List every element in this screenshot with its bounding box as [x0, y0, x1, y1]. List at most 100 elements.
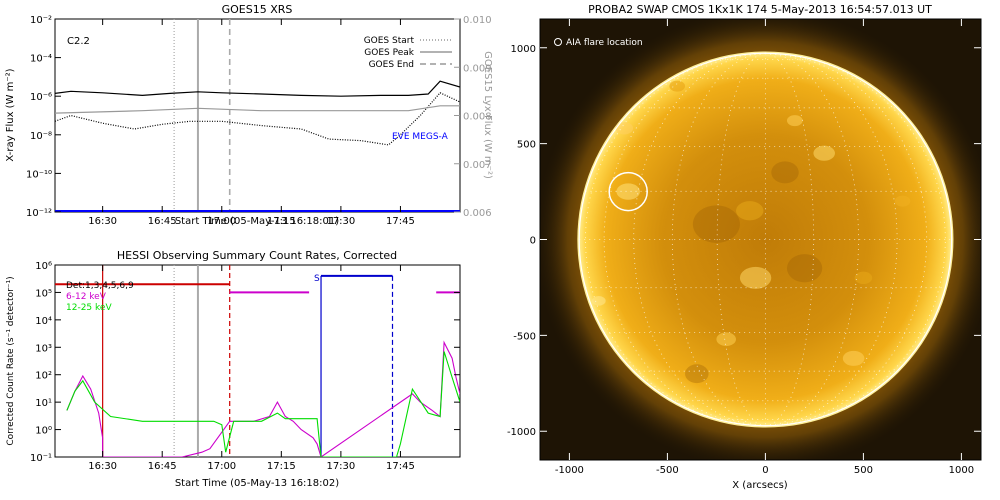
hessi-plot-area	[55, 265, 460, 457]
goes-title: GOES15 XRS	[222, 3, 293, 16]
hessi-ytick-label: 10⁴	[35, 316, 52, 327]
hessi-ytick-label: 10⁵	[35, 288, 52, 299]
goes-xlabel: Start Time (05-May-13 16:18:01)	[175, 216, 339, 227]
flare-legend-label: AIA flare location	[566, 38, 643, 48]
active-region	[786, 115, 803, 127]
active-region	[854, 271, 873, 285]
goes-rtick-label: 0.008	[463, 112, 492, 123]
goes-xtick-label: 17:00	[207, 216, 236, 227]
heliographic-grid	[579, 52, 952, 427]
hessi-ytick-label: 10⁻¹	[30, 453, 52, 464]
hessi-xtick-label: 17:15	[267, 461, 296, 472]
hessi-title: HESSI Observing Summary Count Rates, Cor…	[117, 249, 397, 262]
hessi-ylabel: Corrected Count Rate (s⁻¹ detector⁻¹)	[6, 276, 16, 445]
goes-series-long	[55, 80, 460, 97]
swap-xlabel: X (arcsecs)	[732, 480, 788, 491]
longitude-line	[716, 52, 766, 427]
hessi-axes: 16:30 16:45 17:00 17:15 17:30 17:45 10⁻¹ 10⁰ 10¹…	[30, 261, 460, 472]
hessi-saa-label: S	[314, 274, 320, 284]
coronal-hole	[685, 364, 709, 384]
swap-ytick-label: -1000	[507, 427, 536, 438]
goes-xrs-panel: GOES15 XRS 16:30 16:45 17:00 17:15 17:30 17:4…	[5, 3, 493, 227]
active-region	[615, 122, 634, 135]
swap-xtick-label: -1000	[555, 465, 584, 476]
goes-axes: 16:30 16:45 17:00 17:15 17:30 17:45 10⁻¹² 10⁻¹⁰…	[26, 15, 492, 227]
swap-ytick-label: -500	[513, 331, 536, 342]
longitude-line	[633, 52, 766, 427]
swap-xtick-label: 1000	[949, 465, 974, 476]
goes-ylabel-right: GOES15 Lyx Flux (W m⁻²)	[482, 51, 493, 179]
goes-ytick-label: 10⁻⁴	[30, 54, 52, 65]
goes-legend-label: GOES Peak	[364, 48, 414, 58]
hessi-plot-frame	[54, 264, 461, 458]
hessi-legend-label: Det:1,3,4,5,6,9	[66, 281, 134, 291]
goes-rtick-label: 0.006	[463, 208, 492, 219]
solar-limb-circle	[578, 52, 953, 427]
goes-plot-area	[55, 19, 460, 212]
hessi-xtick-label: 17:45	[386, 461, 415, 472]
flare-marker-circle	[608, 171, 648, 212]
hessi-legend-label: 6-12 keV	[66, 292, 107, 302]
swap-ytick-label: 0	[530, 236, 536, 247]
longitude-line	[765, 52, 859, 427]
goes-ylabel: X-ray Flux (W m⁻²)	[5, 68, 16, 161]
hessi-panel: HESSI Observing Summary Count Rates, Cor…	[6, 249, 461, 489]
goes-xtick-label: 16:45	[148, 216, 177, 227]
swap-image: AIA flare location	[540, 19, 981, 460]
goes-series-lyman	[55, 105, 460, 114]
hessi-legend-label: 12-25 keV	[66, 303, 112, 313]
goes-legend: GOES Start GOES Peak GOES End	[364, 36, 452, 70]
goes-xtick-label: 17:30	[326, 216, 355, 227]
active-region	[739, 266, 772, 289]
hessi-ytick-label: 10⁰	[35, 426, 52, 437]
hessi-xtick-label: 17:30	[326, 461, 355, 472]
hessi-xtick-label: 16:45	[148, 461, 177, 472]
coronal-hole	[771, 161, 799, 184]
goes-ytick-label: 10⁻⁶	[30, 92, 52, 103]
hessi-xlabel: Start Time (05-May-13 16:18:02)	[175, 478, 339, 489]
goes-legend-label: GOES Start	[364, 36, 415, 46]
active-region	[842, 350, 865, 366]
swap-xtick-label: 500	[854, 465, 873, 476]
goes-ytick-label: 10⁻²	[30, 15, 52, 26]
swap-xtick-label: 0	[762, 465, 768, 476]
goes-legend-label: GOES End	[369, 60, 414, 70]
longitude-line	[671, 52, 766, 427]
sun-disk-image	[540, 19, 981, 460]
flare-legend-marker	[554, 38, 562, 46]
goes-ytick-label: 10⁻¹²	[26, 208, 52, 219]
hessi-ytick-label: 10²	[35, 371, 52, 382]
hessi-xtick-label: 16:30	[88, 461, 117, 472]
goes-rtick-label: 0.009	[463, 63, 492, 74]
goes-series-short	[55, 92, 460, 146]
longitude-line	[765, 52, 898, 427]
swap-axes: -1000 -500 0 500 1000 -1000 -500 0 500 1000	[507, 19, 981, 476]
coronal-hole	[786, 254, 823, 283]
swap-image-panel: PROBA2 SWAP CMOS 1Kx1K 174 5-May-2013 16…	[507, 3, 982, 491]
swap-ytick-label: 500	[517, 140, 536, 151]
goes-ytick-label: 10⁻⁸	[30, 131, 52, 142]
hessi-series-12-25-keV	[66, 351, 460, 457]
active-region	[736, 201, 764, 221]
swap-xtick-label: -500	[656, 465, 679, 476]
active-region	[591, 296, 606, 306]
active-region	[669, 80, 686, 92]
active-region	[813, 145, 835, 161]
goes-rtick-label: 0.007	[463, 160, 492, 171]
goes-xtick-label: 17:45	[386, 216, 415, 227]
goes-xtick-label: 17:15	[267, 216, 296, 227]
goes-rtick-label: 0.010	[463, 15, 492, 26]
coronal-hole	[692, 205, 740, 243]
swap-ytick-label: 1000	[511, 44, 536, 55]
flare-location-circle	[608, 171, 648, 212]
solar-limb	[578, 52, 953, 427]
hessi-series-6-12-keV	[66, 340, 460, 457]
active-region	[616, 183, 640, 200]
longitude-line	[765, 52, 814, 427]
active-region	[894, 195, 911, 207]
goes-eve-annotation: EVE MEGS-A	[392, 132, 449, 142]
goes-xtick-label: 16:30	[88, 216, 117, 227]
sun-disk	[577, 51, 954, 428]
